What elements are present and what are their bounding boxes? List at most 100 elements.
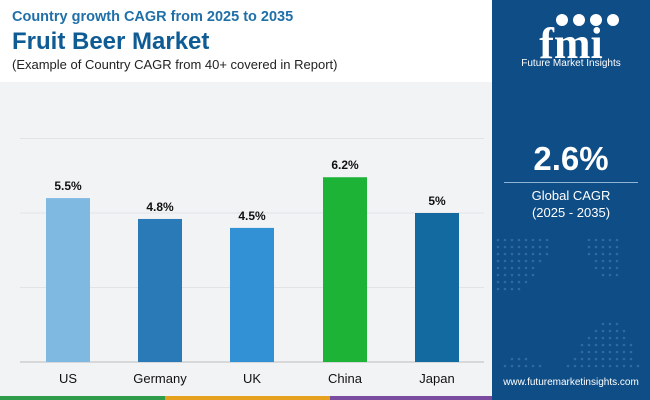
pattern-dot: [531, 273, 535, 277]
pattern-dot: [622, 364, 626, 368]
pattern-dot: [517, 266, 521, 270]
pattern-dot: [538, 245, 542, 249]
category-label: Germany: [133, 371, 187, 386]
pattern-dot: [566, 364, 570, 368]
pattern-dot: [524, 266, 528, 270]
pattern-dot: [545, 245, 549, 249]
pattern-dot: [622, 343, 626, 347]
bar-germany: [138, 218, 182, 362]
global-cagr-value: 2.6%: [533, 140, 609, 177]
pattern-dot: [573, 364, 577, 368]
pattern-dot: [594, 238, 598, 242]
pattern-dot: [496, 273, 500, 277]
pattern-dot: [608, 252, 612, 256]
pattern-dot: [503, 364, 507, 368]
pattern-dot: [531, 364, 535, 368]
pattern-dot: [517, 273, 521, 277]
pattern-dot: [629, 364, 633, 368]
pattern-dot: [608, 245, 612, 249]
pattern-dot: [601, 336, 605, 340]
pattern-dot: [503, 287, 507, 291]
pattern-dot: [510, 245, 514, 249]
pattern-dot: [601, 245, 605, 249]
bar-china: [323, 177, 367, 362]
data-label: 5.5%: [54, 179, 82, 193]
pattern-dot: [615, 273, 619, 277]
pattern-dot: [510, 259, 514, 263]
pattern-dot: [608, 336, 612, 340]
pattern-dot: [608, 350, 612, 354]
pattern-dot: [601, 259, 605, 263]
pattern-dot: [531, 238, 535, 242]
pattern-dot: [496, 266, 500, 270]
pattern-dot: [524, 245, 528, 249]
pattern-dot: [601, 266, 605, 270]
pattern-dot: [517, 364, 521, 368]
pattern-dot: [601, 273, 605, 277]
pattern-dot: [615, 245, 619, 249]
pattern-dot: [503, 280, 507, 284]
fmi-logo: fmi: [539, 14, 619, 68]
pattern-dot: [622, 336, 626, 340]
pattern-dot: [517, 245, 521, 249]
pattern-dot: [580, 343, 584, 347]
pattern-dot: [615, 259, 619, 263]
pattern-dot: [503, 238, 507, 242]
pattern-dot: [622, 350, 626, 354]
pattern-dot: [601, 322, 605, 326]
pattern-dot: [615, 336, 619, 340]
pattern-dot: [510, 357, 514, 361]
bar-uk: [230, 227, 274, 362]
stripe-segment: [165, 396, 330, 400]
pattern-dot: [524, 252, 528, 256]
pattern-dot: [615, 350, 619, 354]
pattern-dot: [496, 245, 500, 249]
pattern-dot: [580, 364, 584, 368]
pattern-dot: [629, 343, 633, 347]
pattern-dot: [615, 357, 619, 361]
pattern-dot: [503, 266, 507, 270]
pattern-dot: [496, 287, 500, 291]
pattern-dot: [594, 343, 598, 347]
pattern-dot: [503, 245, 507, 249]
pattern-dot: [594, 350, 598, 354]
pattern-dot: [608, 259, 612, 263]
pattern-dot: [615, 266, 619, 270]
pattern-dot: [594, 245, 598, 249]
chart-area: 5.5% US 4.8% Germany 4.5% UK 6.2% China 5% Japan: [0, 82, 492, 396]
pattern-dot: [608, 322, 612, 326]
pattern-dot: [503, 259, 507, 263]
pattern-dot: [496, 259, 500, 263]
world-map-pattern: [496, 238, 640, 368]
pattern-dot: [510, 280, 514, 284]
pattern-dot: [587, 336, 591, 340]
pattern-dot: [601, 343, 605, 347]
global-cagr-label: Global CAGR: [531, 188, 611, 203]
pattern-dot: [510, 238, 514, 242]
pattern-dot: [517, 252, 521, 256]
pattern-dot: [496, 238, 500, 242]
pattern-dot: [601, 252, 605, 256]
logo-icon-chemistry: [590, 14, 602, 26]
pattern-dot: [622, 357, 626, 361]
logo-icon-bottle: [556, 14, 568, 26]
logo-icon-gear: [607, 14, 619, 26]
pattern-dot: [601, 357, 605, 361]
data-label: 6.2%: [331, 158, 359, 172]
pattern-dot: [636, 364, 640, 368]
pattern-dot: [503, 273, 507, 277]
header: Country growth CAGR from 2025 to 2035 Fr…: [0, 0, 492, 82]
pattern-dot: [510, 364, 514, 368]
pattern-dot: [510, 252, 514, 256]
pattern-dot: [622, 329, 626, 333]
chart-title: Fruit Beer Market: [12, 28, 210, 55]
pattern-dot: [594, 336, 598, 340]
pattern-dot: [601, 350, 605, 354]
website-link[interactable]: www.futuremarketinsights.com: [503, 377, 639, 388]
pattern-dot: [524, 238, 528, 242]
category-label: US: [59, 371, 77, 386]
data-label: 4.8%: [146, 200, 174, 214]
pattern-dot: [608, 357, 612, 361]
data-label: 4.5%: [238, 209, 266, 223]
pattern-dot: [496, 252, 500, 256]
